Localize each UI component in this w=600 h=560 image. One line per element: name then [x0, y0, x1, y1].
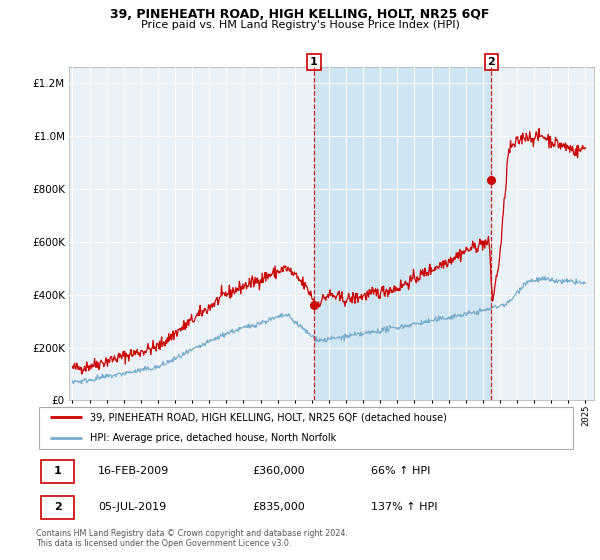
Point	[487, 175, 496, 184]
Text: 2: 2	[488, 57, 495, 67]
FancyBboxPatch shape	[41, 460, 74, 483]
Text: £360,000: £360,000	[252, 466, 305, 476]
Text: 39, PINEHEATH ROAD, HIGH KELLING, HOLT, NR25 6QF (detached house): 39, PINEHEATH ROAD, HIGH KELLING, HOLT, …	[90, 412, 447, 422]
Text: 1: 1	[54, 466, 61, 476]
Text: HPI: Average price, detached house, North Norfolk: HPI: Average price, detached house, Nort…	[90, 433, 336, 444]
Point	[309, 301, 319, 310]
Text: 05-JUL-2019: 05-JUL-2019	[98, 502, 166, 512]
Text: 137% ↑ HPI: 137% ↑ HPI	[371, 502, 437, 512]
FancyBboxPatch shape	[39, 407, 574, 449]
Text: £835,000: £835,000	[252, 502, 305, 512]
Text: Price paid vs. HM Land Registry's House Price Index (HPI): Price paid vs. HM Land Registry's House …	[140, 20, 460, 30]
Text: 39, PINEHEATH ROAD, HIGH KELLING, HOLT, NR25 6QF: 39, PINEHEATH ROAD, HIGH KELLING, HOLT, …	[110, 8, 490, 21]
Text: 1: 1	[310, 57, 318, 67]
Text: Contains HM Land Registry data © Crown copyright and database right 2024.
This d: Contains HM Land Registry data © Crown c…	[36, 529, 348, 548]
Bar	[314, 67, 491, 400]
Text: 2: 2	[54, 502, 61, 512]
Text: 66% ↑ HPI: 66% ↑ HPI	[371, 466, 430, 476]
Text: 16-FEB-2009: 16-FEB-2009	[98, 466, 169, 476]
FancyBboxPatch shape	[41, 496, 74, 519]
